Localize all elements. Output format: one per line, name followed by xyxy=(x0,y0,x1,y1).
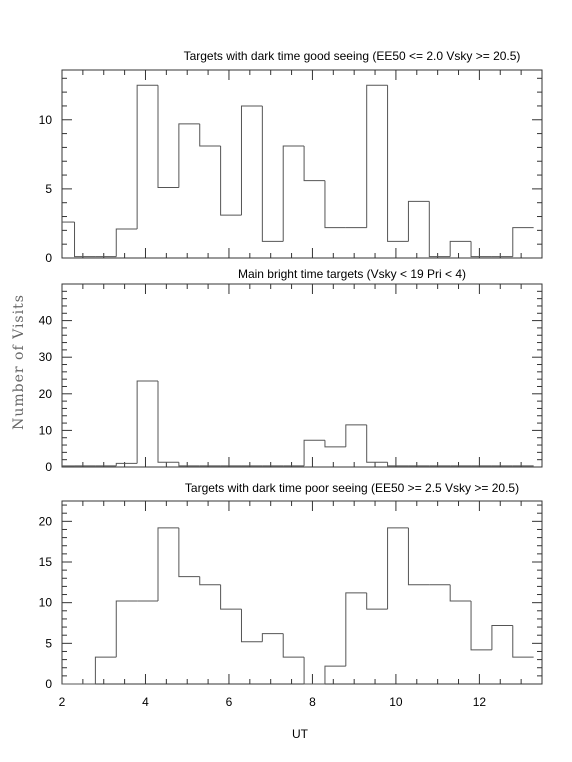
histogram-bin xyxy=(94,656,117,684)
histogram-bin xyxy=(115,462,138,466)
x-tick-label: 8 xyxy=(309,695,316,709)
y-tick-label: 10 xyxy=(39,596,53,610)
y-tick-label: 10 xyxy=(39,423,53,437)
y-tick-label: 30 xyxy=(39,350,53,364)
histogram-bin xyxy=(240,105,263,216)
histogram-bin xyxy=(324,440,346,448)
y-tick-label: 5 xyxy=(45,182,52,196)
histogram-bin xyxy=(282,633,305,658)
histogram-bin xyxy=(261,105,284,242)
histogram-bin xyxy=(324,665,346,684)
histogram-bin xyxy=(115,600,138,658)
histogram-bin xyxy=(220,146,242,216)
y-tick-label: 20 xyxy=(39,514,53,528)
x-axis-label: UT xyxy=(292,727,309,741)
panel-1: Targets with dark time good seeing (EE50… xyxy=(39,49,543,265)
histogram-bin xyxy=(449,584,472,602)
histogram-bin xyxy=(324,180,346,229)
histogram-bin xyxy=(303,146,325,182)
y-tick-label: 0 xyxy=(45,460,52,474)
histogram-bin xyxy=(115,228,138,257)
histogram-bin xyxy=(220,584,242,610)
panels: Targets with dark time good seeing (EE50… xyxy=(39,49,543,709)
panel-title: Main bright time targets (Vsky < 19 Pri … xyxy=(238,267,466,281)
y-tick-label: 15 xyxy=(39,555,53,569)
histogram-bin xyxy=(178,123,200,188)
histogram-bin xyxy=(178,527,200,578)
histogram-bin xyxy=(366,84,388,228)
panel-3: Targets with dark time poor seeing (EE50… xyxy=(39,481,543,709)
histogram-bin xyxy=(157,527,179,602)
histogram-bin xyxy=(136,380,158,464)
histogram-bin xyxy=(366,424,388,463)
histogram-bin xyxy=(387,462,409,467)
y-tick-label: 0 xyxy=(45,677,52,691)
histogram-bin xyxy=(136,84,158,229)
plot-frame xyxy=(61,500,543,685)
histogram-bin xyxy=(303,439,325,466)
histogram-bin xyxy=(387,527,409,610)
x-tick-label: 6 xyxy=(226,695,233,709)
histogram-bin xyxy=(240,609,263,643)
histogram-bin xyxy=(345,592,367,667)
histogram-bin xyxy=(282,145,305,242)
x-tick-label: 4 xyxy=(142,695,149,709)
histogram-bin xyxy=(449,240,472,257)
histogram-bin xyxy=(199,123,221,147)
histogram-bin xyxy=(387,85,409,242)
histogram-bin xyxy=(157,85,179,188)
histogram-bin xyxy=(74,222,96,258)
histogram-bin xyxy=(366,592,388,610)
panel-2: Main bright time targets (Vsky < 19 Pri … xyxy=(39,267,543,474)
x-tick-label: 12 xyxy=(473,695,487,709)
histogram-bin xyxy=(345,424,367,447)
histogram-bin xyxy=(428,201,451,258)
histogram-bin xyxy=(261,633,284,642)
histogram-bin xyxy=(199,576,221,586)
plot-frame xyxy=(61,69,543,259)
histogram-bin xyxy=(512,625,534,658)
y-tick-label: 40 xyxy=(39,314,53,328)
x-tick-label: 2 xyxy=(59,695,66,709)
y-axis-label: Number of Visits xyxy=(11,294,27,430)
y-tick-label: 0 xyxy=(45,251,52,265)
histogram-bin xyxy=(512,227,534,257)
histogram-bin xyxy=(407,200,430,242)
histogram-bin xyxy=(470,241,492,258)
x-tick-label: 10 xyxy=(389,695,403,709)
histogram-bin xyxy=(157,380,179,463)
histogram-bin xyxy=(470,601,492,651)
y-tick-label: 10 xyxy=(39,113,53,127)
y-tick-label: 5 xyxy=(45,636,52,650)
plot-frame xyxy=(61,283,543,468)
histogram-bin xyxy=(407,527,430,586)
histogram-bin xyxy=(303,657,325,685)
histogram-bin xyxy=(178,462,200,467)
panel-title: Targets with dark time good seeing (EE50… xyxy=(184,49,521,63)
y-tick-label: 20 xyxy=(39,387,53,401)
histogram-bin xyxy=(491,624,513,650)
panel-title: Targets with dark time poor seeing (EE50… xyxy=(185,481,519,495)
